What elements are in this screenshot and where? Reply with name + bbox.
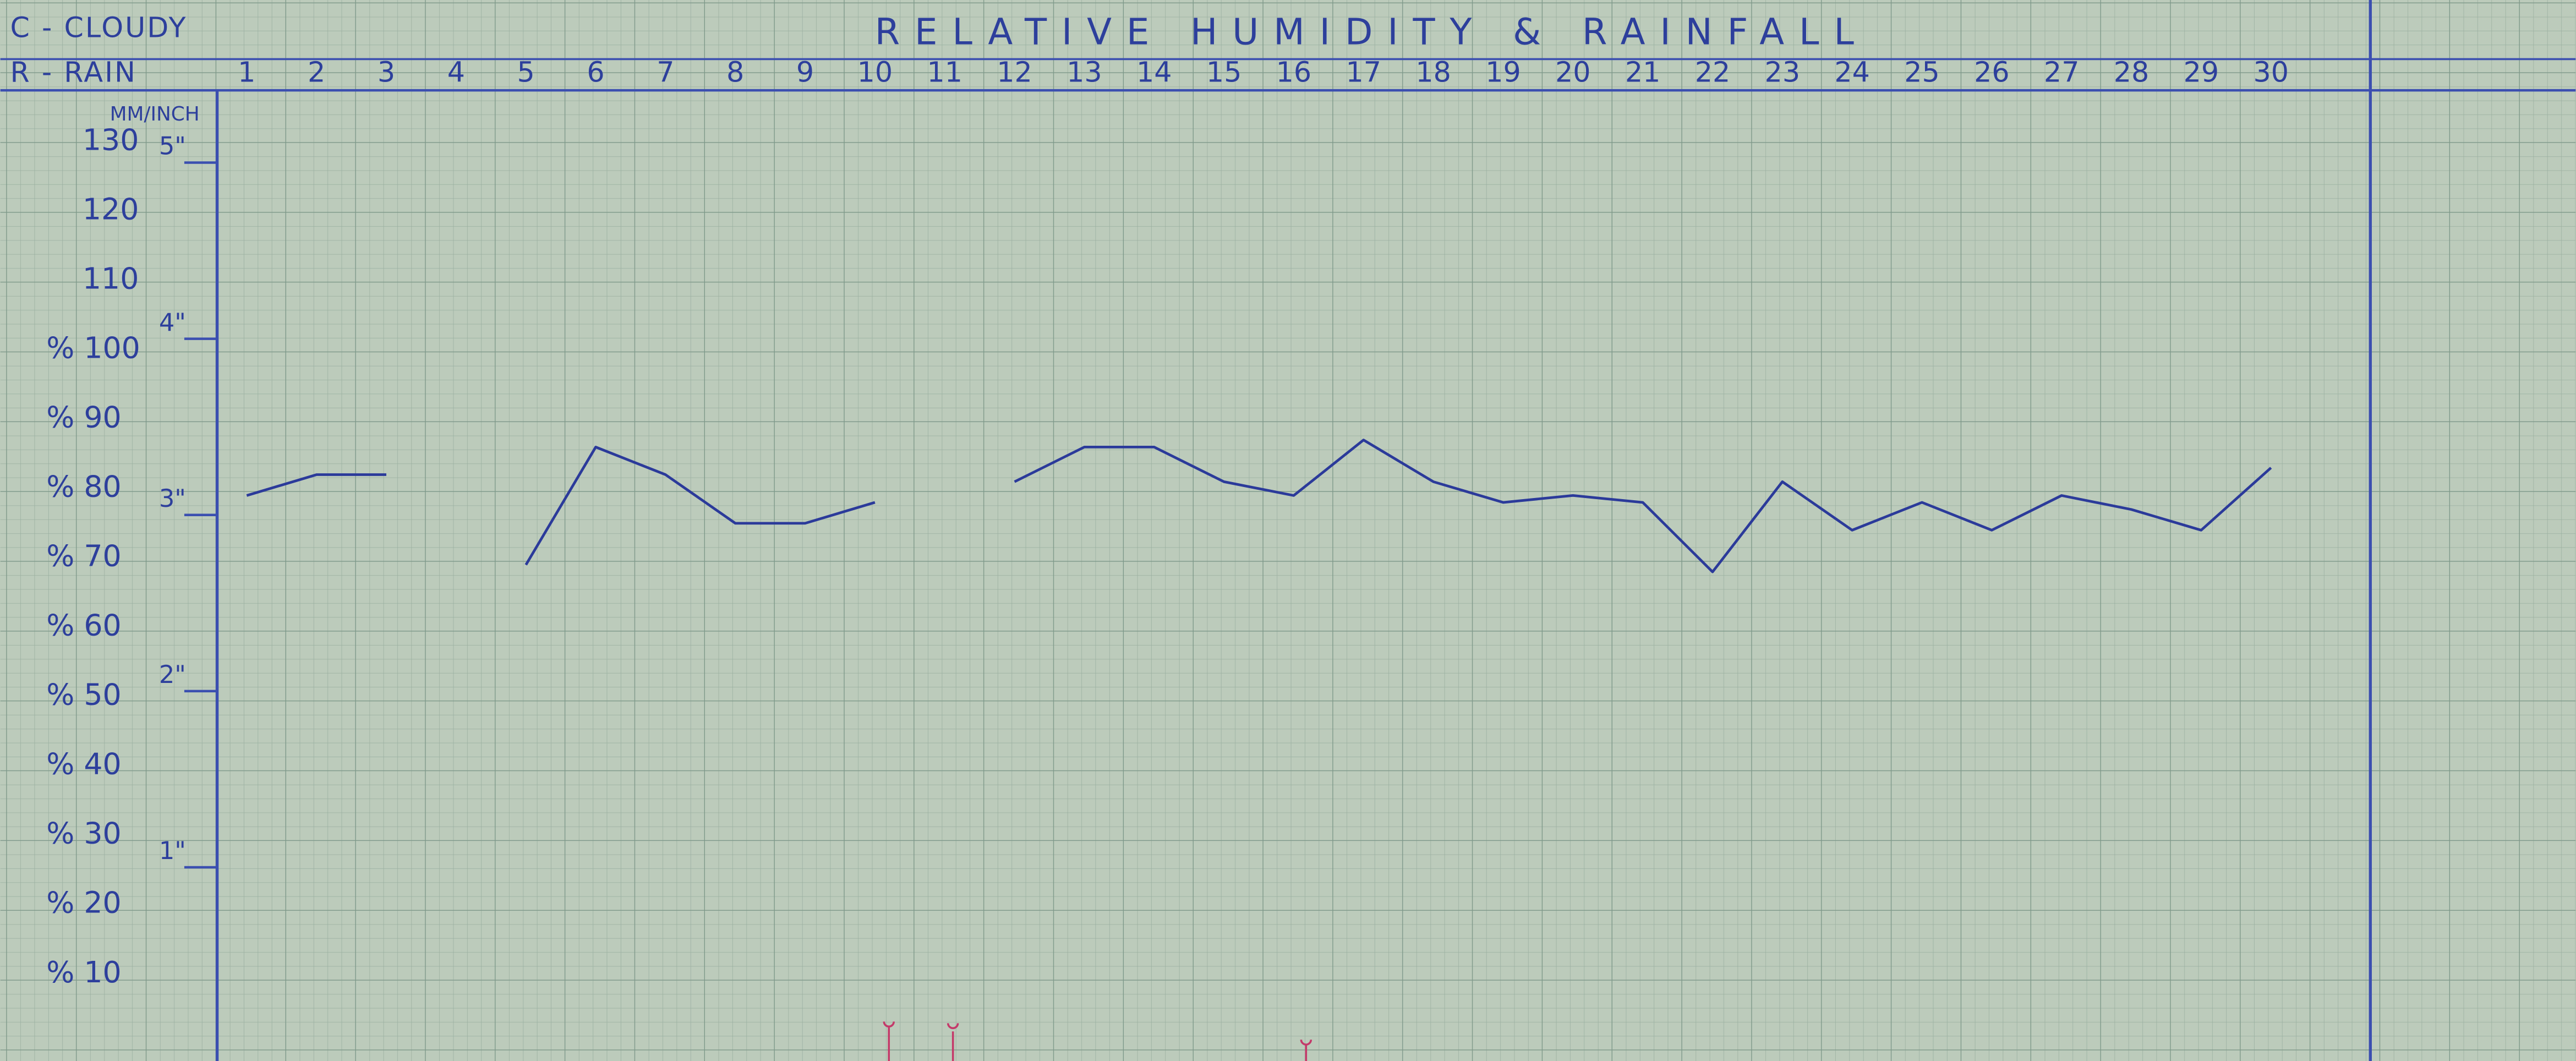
y-tick-label: % 60 <box>46 608 121 643</box>
y2-tick-label: 3" <box>159 484 186 513</box>
y2-tick-label: 5" <box>159 132 186 161</box>
x-tick-label: 12 <box>997 56 1032 88</box>
x-tick-label: 29 <box>2184 56 2219 88</box>
axis-label: MM/INCH <box>110 103 200 125</box>
x-tick-label: 8 <box>726 56 744 88</box>
x-tick-label: 27 <box>2044 56 2080 88</box>
x-tick-label: 15 <box>1206 56 1242 88</box>
x-tick-label: 18 <box>1415 56 1451 88</box>
x-tick-label: 7 <box>657 56 674 88</box>
y-tick-label: % 100 <box>46 330 140 365</box>
x-tick-label: 6 <box>587 56 604 88</box>
y-tick-label: % 30 <box>46 816 121 851</box>
x-tick-label: 2 <box>308 56 325 88</box>
x-tick-label: 20 <box>1555 56 1591 88</box>
y-tick-label: 120 <box>83 192 139 226</box>
x-tick-label: 24 <box>1834 56 1870 88</box>
y-tick-label: % 90 <box>46 400 121 434</box>
legend-item: C - CLOUDY <box>10 12 188 44</box>
y-tick-label: % 80 <box>46 469 121 504</box>
y-tick-label: 110 <box>83 261 139 296</box>
y-tick-label: % 40 <box>46 747 121 781</box>
x-tick-label: 4 <box>447 56 465 88</box>
y2-tick-label: 4" <box>159 308 186 337</box>
y2-tick-label: 2" <box>159 660 186 689</box>
legend-item: R - RAIN <box>10 56 137 88</box>
y-tick-label: % 50 <box>46 677 121 712</box>
y2-tick-label: 1" <box>159 836 186 865</box>
x-tick-label: 22 <box>1695 56 1731 88</box>
x-tick-label: 10 <box>857 56 893 88</box>
x-tick-label: 25 <box>1904 56 1940 88</box>
rain-marker <box>947 1023 959 1061</box>
x-tick-label: 1 <box>238 56 255 88</box>
x-tick-label: 30 <box>2253 56 2289 88</box>
y-tick-label: % 70 <box>46 539 121 573</box>
x-tick-label: 9 <box>796 56 814 88</box>
x-tick-label: 19 <box>1485 56 1521 88</box>
x-tick-label: 13 <box>1067 56 1102 88</box>
x-tick-label: 5 <box>517 56 535 88</box>
y-tick-label: % 10 <box>46 955 121 989</box>
rain-marker <box>1300 1039 1312 1061</box>
humidity-line <box>246 439 2272 573</box>
x-tick-label: 26 <box>1974 56 2010 88</box>
x-tick-label: 11 <box>927 56 962 88</box>
rain-marker <box>883 1021 895 1061</box>
x-tick-label: 3 <box>378 56 395 88</box>
x-tick-label: 21 <box>1625 56 1661 88</box>
chart-title: RELATIVE HUMIDITY & RAINFALL <box>875 12 1869 53</box>
x-tick-label: 23 <box>1765 56 1801 88</box>
y-tick-label: 130 <box>83 122 139 157</box>
rain-markers <box>883 1021 1312 1061</box>
x-tick-label: 28 <box>2114 56 2150 88</box>
y-tick-label: % 20 <box>46 885 121 920</box>
x-tick-label: 16 <box>1276 56 1312 88</box>
x-tick-label: 17 <box>1346 56 1382 88</box>
x-tick-label: 14 <box>1136 56 1172 88</box>
